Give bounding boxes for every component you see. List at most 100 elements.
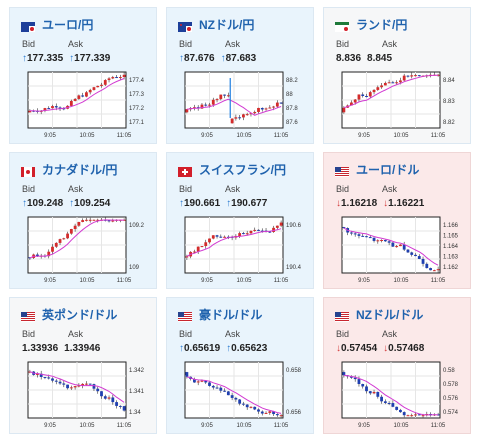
candle-body <box>77 95 81 99</box>
candle-body <box>73 98 77 101</box>
candle-body <box>417 256 421 259</box>
candle-body <box>242 403 245 405</box>
chart-container: 177.4 177.3 177.2 177.1 9:05 10:05 11:05 <box>18 70 150 142</box>
card-header[interactable]: NZドル/円 <box>178 16 254 32</box>
currency-card[interactable]: NZドル/円 Bid Ask ↑87.676 ↑87.683 88.2 88 87.8 87.6… <box>166 7 314 144</box>
card-header[interactable]: NZドル/ドル <box>335 306 423 322</box>
currency-pair-name[interactable]: ランド/円 <box>356 17 408 32</box>
x-tick-label: 10:05 <box>393 423 409 429</box>
candle-body <box>85 92 88 97</box>
candle-body <box>118 405 122 407</box>
currency-pair-name[interactable]: カナダドル/円 <box>42 162 118 177</box>
candle-body <box>353 99 357 103</box>
bid-value-text: 109.248 <box>27 198 64 209</box>
moving-average-line <box>343 74 439 109</box>
currency-card[interactable]: カナダドル/円 Bid Ask ↑109.248 ↑109.254 109.2 109 9:0… <box>9 152 157 289</box>
y-tick-label: 1.162 <box>443 265 459 271</box>
candle-body <box>383 82 387 86</box>
candle-body <box>436 269 440 271</box>
candle-body <box>47 108 51 110</box>
candle-body <box>200 104 204 109</box>
currency-pair-name[interactable]: NZドル/円 <box>199 17 255 32</box>
candle-body <box>62 383 66 385</box>
candle-body <box>107 397 111 399</box>
candle-body <box>51 378 54 381</box>
currency-card[interactable]: ランド/円 Bid Ask 8.836 8.845 8.84 8.83 8.82 9:05 10:… <box>323 7 471 144</box>
currency-pair-name[interactable]: 豪ドル/ドル <box>199 307 263 322</box>
currency-card[interactable]: ユーロ/ドル Bid Ask ↓1.16218 ↓1.16221 1.166 1.165 1.… <box>323 152 471 289</box>
bid-value: ↓0.57454 <box>336 343 377 354</box>
ask-label: Ask <box>225 184 241 194</box>
candle-body <box>402 75 406 81</box>
flag-icon <box>335 19 349 32</box>
candle-body <box>118 77 122 79</box>
currency-card[interactable]: NZドル/ドル Bid Ask ↓0.57454 ↓0.57468 0.58 0.578 0.… <box>323 297 471 434</box>
card-header[interactable]: 英ポンド/ドル <box>21 306 117 322</box>
candlestick-chart: 88.2 88 87.8 87.6 9:05 10:05 11:05 <box>184 71 298 139</box>
candle-body <box>245 404 249 408</box>
candle-body <box>223 236 226 238</box>
candle-body <box>249 406 253 408</box>
card-header[interactable]: ユーロ/ドル <box>335 161 419 177</box>
chart-container: 190.6 190.4 9:05 10:05 11:05 <box>175 215 307 287</box>
candle-body <box>421 258 425 264</box>
currency-pair-name[interactable]: ユーロ/ドル <box>356 162 420 177</box>
ask-value-text: 1.33946 <box>64 343 101 354</box>
candle-body <box>223 390 226 392</box>
candle-body <box>402 244 406 250</box>
candle-body <box>196 246 200 252</box>
chart-container: 88.2 88 87.8 87.6 9:05 10:05 11:05 <box>175 70 307 142</box>
card-header[interactable]: カナダドル/円 <box>21 161 117 177</box>
currency-card[interactable]: 豪ドル/ドル Bid Ask ↑0.65619 ↑0.65623 0.658 0.656 9:… <box>166 297 314 434</box>
bid-label: Bid <box>179 39 193 49</box>
candle-body <box>268 231 272 233</box>
rate-values: 8.836 8.845 <box>336 53 392 64</box>
y-tick-label: 190.4 <box>286 265 302 271</box>
y-tick-label: 0.58 <box>443 368 455 374</box>
y-tick-label: 1.166 <box>443 223 459 229</box>
candle-body <box>230 395 234 398</box>
y-tick-label: 1.164 <box>443 244 459 250</box>
ask-value: ↑109.254 <box>69 198 110 209</box>
card-header[interactable]: ランド/円 <box>335 16 407 32</box>
candle-body <box>88 89 92 93</box>
candle-body <box>399 244 402 247</box>
x-tick-label: 9:05 <box>44 278 56 284</box>
card-header[interactable]: ユーロ/円 <box>21 16 93 32</box>
currency-pair-name[interactable]: NZドル/ドル <box>356 307 424 322</box>
candle-body <box>410 252 414 255</box>
candle-body <box>73 386 77 388</box>
ask-value-text: 0.65623 <box>231 343 268 354</box>
candle-body <box>264 108 268 110</box>
candle-body <box>342 227 346 229</box>
candle-body <box>245 114 249 116</box>
candle-body <box>96 219 100 221</box>
y-tick-label: 177.4 <box>129 78 145 84</box>
currency-pair-name[interactable]: 英ポンド/ドル <box>42 307 118 322</box>
currency-card[interactable]: スイスフラン/円 Bid Ask ↑190.661 ↑190.677 190.6 190.4… <box>166 152 314 289</box>
candle-body <box>357 234 361 236</box>
rate-values: ↓0.57454 ↓0.57468 <box>336 343 424 354</box>
currency-card[interactable]: ユーロ/円 Bid Ask ↑177.335 ↑177.339 177.4 177.3 177… <box>9 7 157 144</box>
candle-body <box>361 235 365 237</box>
card-header[interactable]: 豪ドル/ドル <box>178 306 262 322</box>
currency-pair-name[interactable]: スイスフラン/円 <box>199 162 286 177</box>
candle-body <box>350 102 353 106</box>
arrow-up-icon: ↑ <box>69 53 75 64</box>
y-tick-label: 8.84 <box>443 78 455 84</box>
bid-value-text: 1.33936 <box>22 343 59 354</box>
moving-average-line <box>186 228 282 257</box>
arrow-down-icon: ↓ <box>336 343 341 354</box>
candle-body <box>380 240 383 242</box>
rate-values: ↑0.65619 ↑0.65623 <box>179 343 267 354</box>
chart-container: 1.342 1.341 1.34 9:05 10:05 11:05 <box>18 360 150 432</box>
candle-body <box>275 102 279 107</box>
candle-body <box>122 219 126 221</box>
candle-body <box>234 397 238 400</box>
currency-card[interactable]: 英ポンド/ドル Bid Ask 1.33936 1.33946 1.342 1.341 1.3… <box>9 297 157 434</box>
bid-value: ↑190.661 <box>179 198 220 209</box>
currency-pair-name[interactable]: ユーロ/円 <box>42 17 94 32</box>
card-header[interactable]: スイスフラン/円 <box>178 161 286 177</box>
candle-body <box>391 403 395 407</box>
candle-body <box>219 387 223 391</box>
